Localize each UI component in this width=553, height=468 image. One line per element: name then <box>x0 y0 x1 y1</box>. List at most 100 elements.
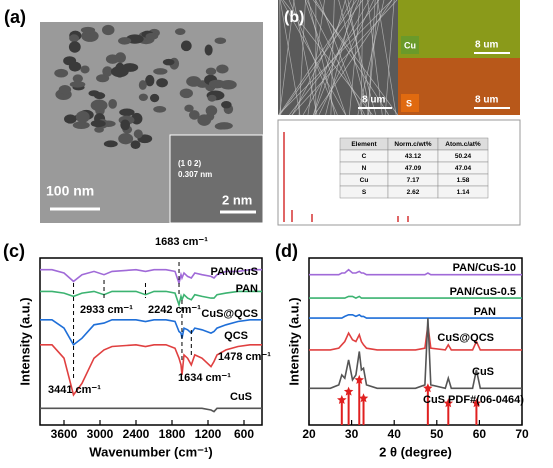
particle <box>58 84 72 95</box>
table-header: Atom.c/at% <box>445 141 481 148</box>
plot-frame <box>308 257 523 426</box>
particle <box>174 28 186 35</box>
series-label: CuS@QCS <box>201 308 258 320</box>
particle <box>69 81 86 88</box>
series-line <box>309 295 522 299</box>
particle <box>69 34 80 43</box>
particle <box>120 119 131 131</box>
series-label: PAN/CuS-10 <box>453 262 516 274</box>
series-line <box>40 343 262 397</box>
fiber <box>377 0 397 116</box>
series-line <box>40 268 262 286</box>
reference-label: CuS PDF#(06-0464) <box>423 394 524 406</box>
hrtem-inset <box>169 134 264 224</box>
fiber <box>282 0 373 116</box>
particle <box>108 98 117 109</box>
series-label: CuS@QCS <box>437 332 494 344</box>
plane-label: (1 0 2) <box>178 159 201 168</box>
particle <box>205 105 218 116</box>
scale-label: 8 um <box>362 95 385 106</box>
fiber <box>349 0 361 116</box>
fiber <box>279 0 301 116</box>
particle <box>64 114 77 124</box>
fiber <box>313 0 346 116</box>
x-tick-label: 60 <box>473 427 487 441</box>
particle <box>215 122 233 130</box>
series-line <box>309 318 522 390</box>
table-value: C <box>362 153 367 160</box>
particle <box>54 68 69 78</box>
table-cell <box>437 185 489 199</box>
scale-label: 2 nm <box>222 192 252 207</box>
series-label: CuS <box>230 391 252 403</box>
x-tick-label: 3000 <box>87 427 114 441</box>
particle <box>68 41 81 53</box>
particle <box>72 74 83 83</box>
particle <box>101 24 115 36</box>
particle <box>149 93 160 103</box>
particle <box>214 37 227 44</box>
particle <box>188 110 200 120</box>
particle <box>130 140 141 149</box>
fiber <box>360 0 364 116</box>
table-value: Cu <box>360 177 369 184</box>
fiber <box>304 0 347 116</box>
x-tick-label: 3600 <box>51 427 78 441</box>
reference-star <box>354 374 364 384</box>
spacing-label: 0.307 nm <box>178 170 212 179</box>
y-axis-label: Intensity (a.u.) <box>286 297 301 385</box>
series-label: PAN/CuS-0.5 <box>450 286 516 298</box>
annotation: 1683 cm⁻¹ <box>155 236 208 248</box>
particle <box>186 76 202 87</box>
table-value: 50.24 <box>455 153 472 160</box>
x-tick-label: 1800 <box>159 427 186 441</box>
particle <box>208 79 226 89</box>
particle <box>204 44 213 56</box>
table-header: Element <box>351 141 377 148</box>
particle <box>105 54 120 64</box>
particle <box>216 64 229 74</box>
annotation: 2242 cm⁻¹ <box>148 304 201 316</box>
table-value: 1.14 <box>457 189 470 196</box>
annotation: 3441 cm⁻¹ <box>48 384 101 396</box>
plot-frame <box>39 257 263 426</box>
x-tick-label: 2400 <box>123 427 150 441</box>
series-line <box>309 324 522 351</box>
particle <box>80 26 96 34</box>
fiber <box>302 0 370 116</box>
table-value: 1.58 <box>457 177 470 184</box>
fiber <box>338 0 370 116</box>
particle <box>205 67 217 76</box>
particle <box>63 56 77 66</box>
fiber <box>315 0 390 116</box>
table-header: Norm.c/wt% <box>394 141 431 148</box>
fiber <box>367 0 379 116</box>
particle <box>118 133 134 145</box>
cu-label: Cu <box>404 40 416 50</box>
eds-peaks <box>283 132 409 222</box>
fiber <box>319 0 363 116</box>
particle <box>153 68 168 75</box>
scale-label: 8 um <box>475 40 498 51</box>
fiber <box>384 0 395 116</box>
fiber <box>291 0 398 116</box>
particle <box>138 80 147 90</box>
fiber <box>330 0 335 116</box>
panel-label: (d) <box>275 241 298 261</box>
reference-star <box>343 386 354 396</box>
fiber <box>293 0 318 116</box>
particle <box>207 94 217 102</box>
annotation: 1478 cm⁻¹ <box>218 351 271 363</box>
fiber <box>279 0 295 116</box>
particle <box>122 63 139 72</box>
scale-label: 8 um <box>475 95 498 106</box>
series-label: PAN/CuS <box>211 266 258 278</box>
x-axis-label: Wavenumber (cm⁻¹) <box>89 444 212 459</box>
fiber <box>344 0 377 116</box>
particle <box>197 114 212 126</box>
table-value: 43.12 <box>405 153 422 160</box>
table-value: 7.17 <box>407 177 420 184</box>
s-badge <box>401 94 419 112</box>
series-line <box>40 290 262 308</box>
